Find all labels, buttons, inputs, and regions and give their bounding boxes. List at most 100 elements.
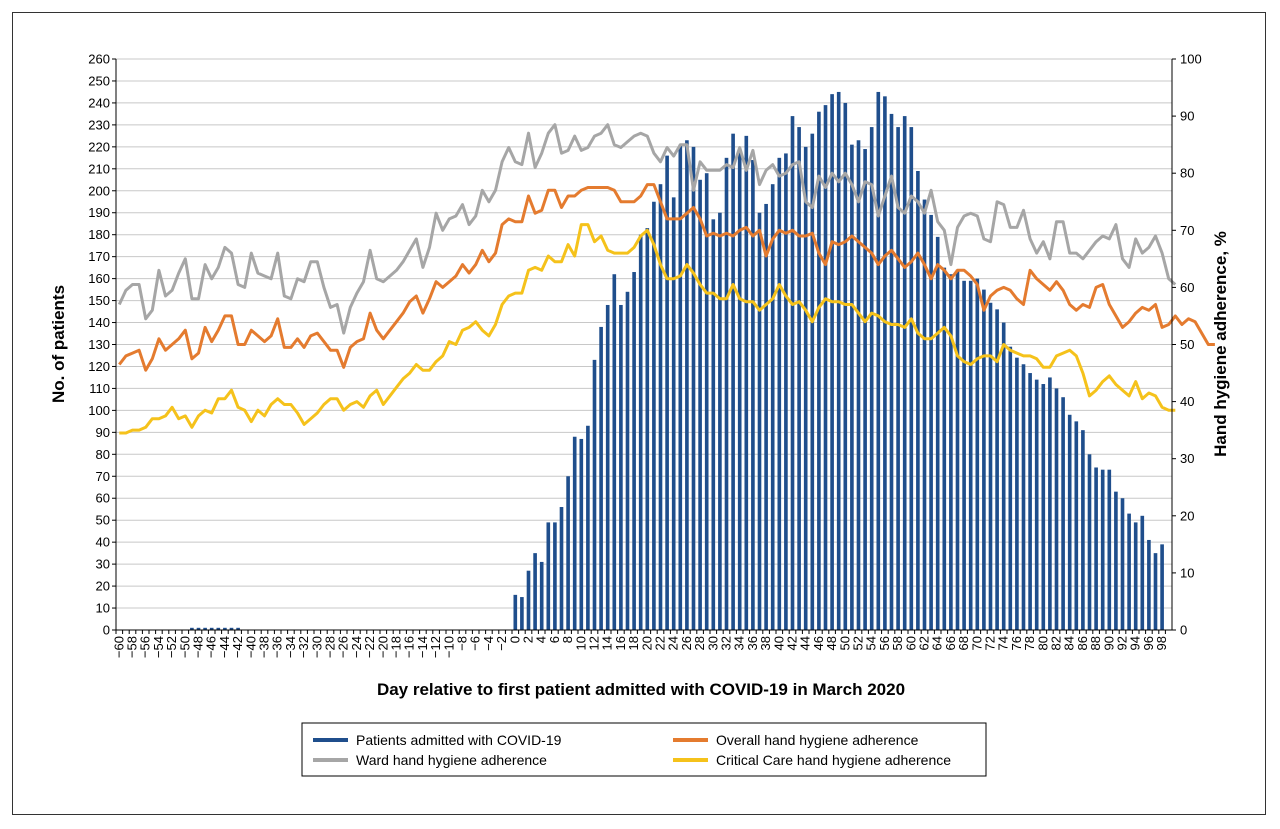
x-tick-label: 94 [1128,636,1143,650]
patient-bar [718,212,722,630]
left-tick-label: 260 [88,52,110,67]
patient-bar [1028,373,1032,630]
left-tick-label: 20 [96,579,110,594]
patient-bar [704,173,709,630]
x-tick-label: 28 [692,636,707,650]
left-tick-label: 190 [88,205,110,220]
patient-bar [922,199,927,631]
patient-bar [896,127,900,630]
right-tick-label: 60 [1180,280,1194,295]
right-tick-label: 30 [1180,451,1194,466]
x-tick-label: −10 [441,636,456,658]
patient-bar [526,570,531,630]
patient-bar [757,212,762,630]
overall-adherence-line [118,183,1215,372]
right-tick-label: 50 [1180,337,1194,352]
x-tick-label: 96 [1141,636,1156,650]
legend-label: Ward hand hygiene adherence [356,752,547,768]
patient-bar [1100,469,1105,630]
left-axis-ticks: 0 10 20 30 40 50 60 70 80 90 100 110 120 130 140 150 160… [88,52,116,638]
right-axis-ticks: 0 10 20 30 40 50 60 70 80 90 100 [1172,52,1202,638]
ward-adherence-line [117,123,1177,335]
critical-adherence-line [119,223,1176,435]
left-tick-label: 250 [88,73,110,88]
right-tick-label: 90 [1180,109,1194,124]
left-tick-label: 220 [88,139,110,154]
patient-bar [605,304,610,630]
x-tick-label: 18 [626,636,641,650]
patient-bar [863,149,867,631]
patient-bar [1107,469,1112,630]
x-tick-label: 46 [811,636,826,650]
x-tick-label: −38 [257,636,272,658]
patient-bar [645,228,650,630]
x-tick-label: −48 [191,636,206,658]
left-tick-label: 170 [88,249,110,264]
patient-bar [1015,357,1019,630]
patient-bar [579,438,584,630]
patient-bar [955,269,960,630]
patient-bar [942,267,947,630]
x-tick-label: 30 [705,636,720,650]
patient-bar [803,146,808,630]
patient-bar [1160,544,1164,630]
x-tick-label: 50 [837,636,852,650]
patient-bar [691,146,696,630]
patient-bar [982,289,986,630]
patient-bar [968,280,973,630]
x-tick-label: 84 [1062,636,1077,650]
left-tick-label: 120 [88,359,110,374]
x-tick-label: 92 [1115,636,1130,650]
patient-bar [520,597,524,630]
x-tick-label: −18 [389,636,404,658]
patient-bar [572,436,577,630]
x-tick-label: −26 [336,636,351,658]
patient-bar [711,219,716,631]
left-tick-label: 110 [89,381,110,396]
x-tick-label: 88 [1088,636,1103,650]
legend-label: Patients admitted with COVID-19 [356,732,562,748]
patient-bar [843,102,848,630]
left-tick-label: 100 [88,403,110,418]
x-tick-label: 26 [679,636,694,650]
patient-bar [1001,322,1006,630]
patient-bar [223,627,227,630]
patient-bar [1048,377,1052,630]
x-tick-label: 52 [851,636,866,650]
x-tick-label: 60 [903,636,918,650]
x-tick-label: 80 [1035,636,1050,650]
patient-bars [190,91,1164,631]
patient-bar [935,236,940,630]
patient-bar [797,127,801,630]
patient-bar [1041,384,1046,630]
x-tick-label: −24 [349,636,364,658]
x-tick-label: 24 [666,636,681,650]
x-tick-label: 90 [1101,636,1116,650]
x-tick-label: −30 [309,636,324,658]
right-tick-label: 20 [1180,508,1194,523]
patient-bar [671,197,676,630]
x-tick-label: −34 [283,636,298,658]
patient-bar [975,278,980,630]
patient-bar [539,561,544,630]
x-tick-label: −32 [296,636,311,658]
patient-bar [830,94,834,631]
left-tick-label: 240 [88,95,110,110]
patient-bar [1054,388,1059,630]
x-tick-label: 44 [798,636,813,650]
patient-bar [599,326,603,630]
right-tick-label: 100 [1180,52,1202,67]
patient-bar [1081,430,1085,630]
patient-bar [850,144,854,630]
patient-bar [876,91,881,630]
patient-bar [203,627,207,630]
x-tick-label: 56 [877,636,892,650]
x-tick-label: −36 [270,636,285,658]
x-tick-label: 82 [1049,636,1064,650]
left-tick-label: 30 [96,557,110,572]
patient-bar [619,304,623,630]
patient-bar [1074,421,1079,630]
patient-bar [236,627,240,630]
x-tick-label: 76 [1009,636,1024,650]
patient-bar [638,234,643,630]
